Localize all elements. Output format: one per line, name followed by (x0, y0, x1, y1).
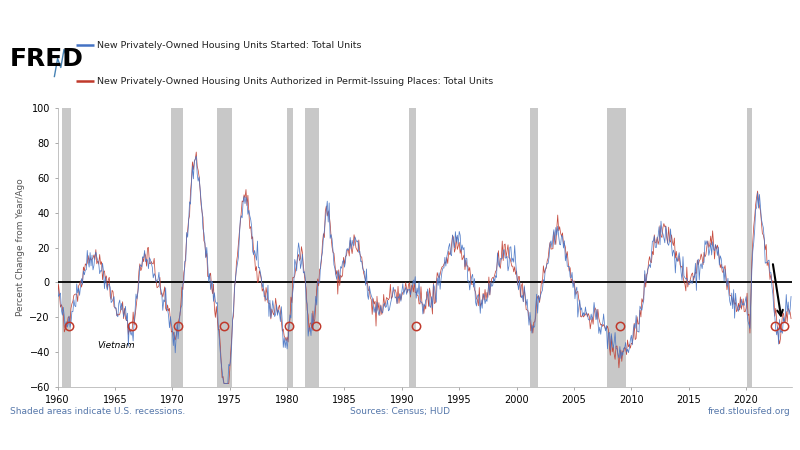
Text: Vietnam: Vietnam (98, 341, 135, 350)
Bar (287, 108, 293, 387)
Bar (171, 108, 182, 387)
Text: New Privately-Owned Housing Units Authorized in Permit-Issuing Places: Total Uni: New Privately-Owned Housing Units Author… (97, 76, 493, 86)
Text: fred.stlouisfed.org: fred.stlouisfed.org (708, 407, 790, 416)
Text: Shaded areas indicate U.S. recessions.: Shaded areas indicate U.S. recessions. (10, 407, 185, 416)
Text: Sources: Census; HUD: Sources: Census; HUD (350, 407, 450, 416)
Y-axis label: Percent Change from Year/Ago: Percent Change from Year/Ago (16, 179, 26, 316)
Bar (607, 108, 626, 387)
Bar (409, 108, 416, 387)
Bar (306, 108, 319, 387)
Bar (62, 108, 71, 387)
Text: FRED: FRED (10, 46, 83, 71)
Bar (747, 108, 752, 387)
Bar (217, 108, 232, 387)
Bar (530, 108, 538, 387)
Text: New Privately-Owned Housing Units Started: Total Units: New Privately-Owned Housing Units Starte… (97, 40, 362, 50)
